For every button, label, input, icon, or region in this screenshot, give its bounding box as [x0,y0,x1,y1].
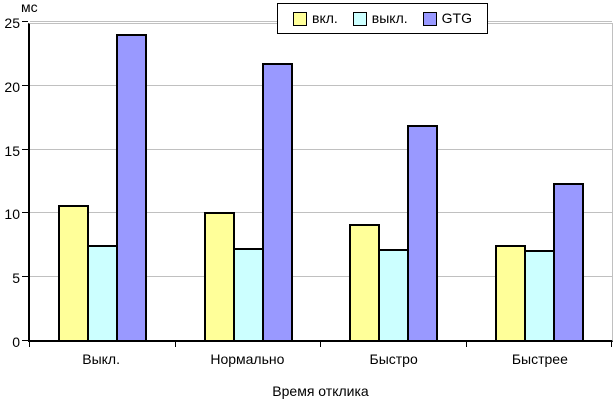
legend-swatch-icon [352,11,367,26]
y-tick-mark [22,340,28,341]
x-category-label: Быстро [369,351,418,367]
bar--3 [378,249,410,340]
y-tick-label: 25 [4,15,20,31]
legend-swatch-icon [422,11,437,26]
bar-group-4 [467,24,613,340]
bar-GTG-3 [407,125,439,340]
bar-group-2 [176,24,322,340]
bar-GTG-2 [261,63,293,340]
bar--3 [349,223,381,340]
bar--1 [58,204,90,340]
y-tick-label: 5 [12,270,20,287]
x-axis-title: Время отклика [272,383,369,399]
y-tick-mark [22,21,28,22]
x-category-label: Нормально [210,351,285,367]
y-axis-unit-label: мс [21,0,38,15]
bar--2 [232,247,264,340]
bar-groups [30,24,612,340]
legend-label: выкл. [371,10,408,26]
legend: вкл. выкл. GTG [277,3,488,34]
legend-item-: выкл. [352,10,408,26]
bar--1 [87,245,119,340]
legend-label: GTG [441,10,472,26]
y-tick-mark [22,276,28,278]
y-tick-mark [22,212,28,214]
legend-swatch-icon [293,11,307,26]
x-category-label: Выкл. [82,351,120,367]
plot-area [22,21,613,347]
x-tick-mark [174,342,176,347]
gridline-10 [30,212,612,214]
bar-GTG-4 [552,183,584,340]
y-tick-label: 10 [4,206,20,223]
bar--2 [203,212,235,340]
gridline-5 [30,276,612,278]
legend-label: вкл. [312,10,338,26]
bar-group-1 [30,24,176,340]
bar--4 [523,250,555,340]
y-tick-label: 0 [12,334,20,350]
y-tick-label: 15 [4,142,20,159]
x-tick-mark [29,342,30,347]
bar--4 [494,245,526,340]
x-tick-mark [465,342,467,347]
bar-GTG-1 [116,34,148,340]
y-tick-mark [22,148,28,150]
x-tick-mark [320,342,321,347]
x-axis-category-labels: Выкл. Нормально Быстро Быстрее [28,351,613,368]
y-tick-label: 20 [4,78,20,95]
legend-item-GTG: GTG [422,10,472,26]
bar-group-3 [321,24,467,340]
gridline-20 [30,84,612,86]
x-category-label: Быстрее [511,351,568,367]
x-tick-mark [611,342,612,347]
y-tick-mark [22,84,28,86]
legend-item-: вкл. [293,11,338,26]
gridline-15 [30,148,612,150]
